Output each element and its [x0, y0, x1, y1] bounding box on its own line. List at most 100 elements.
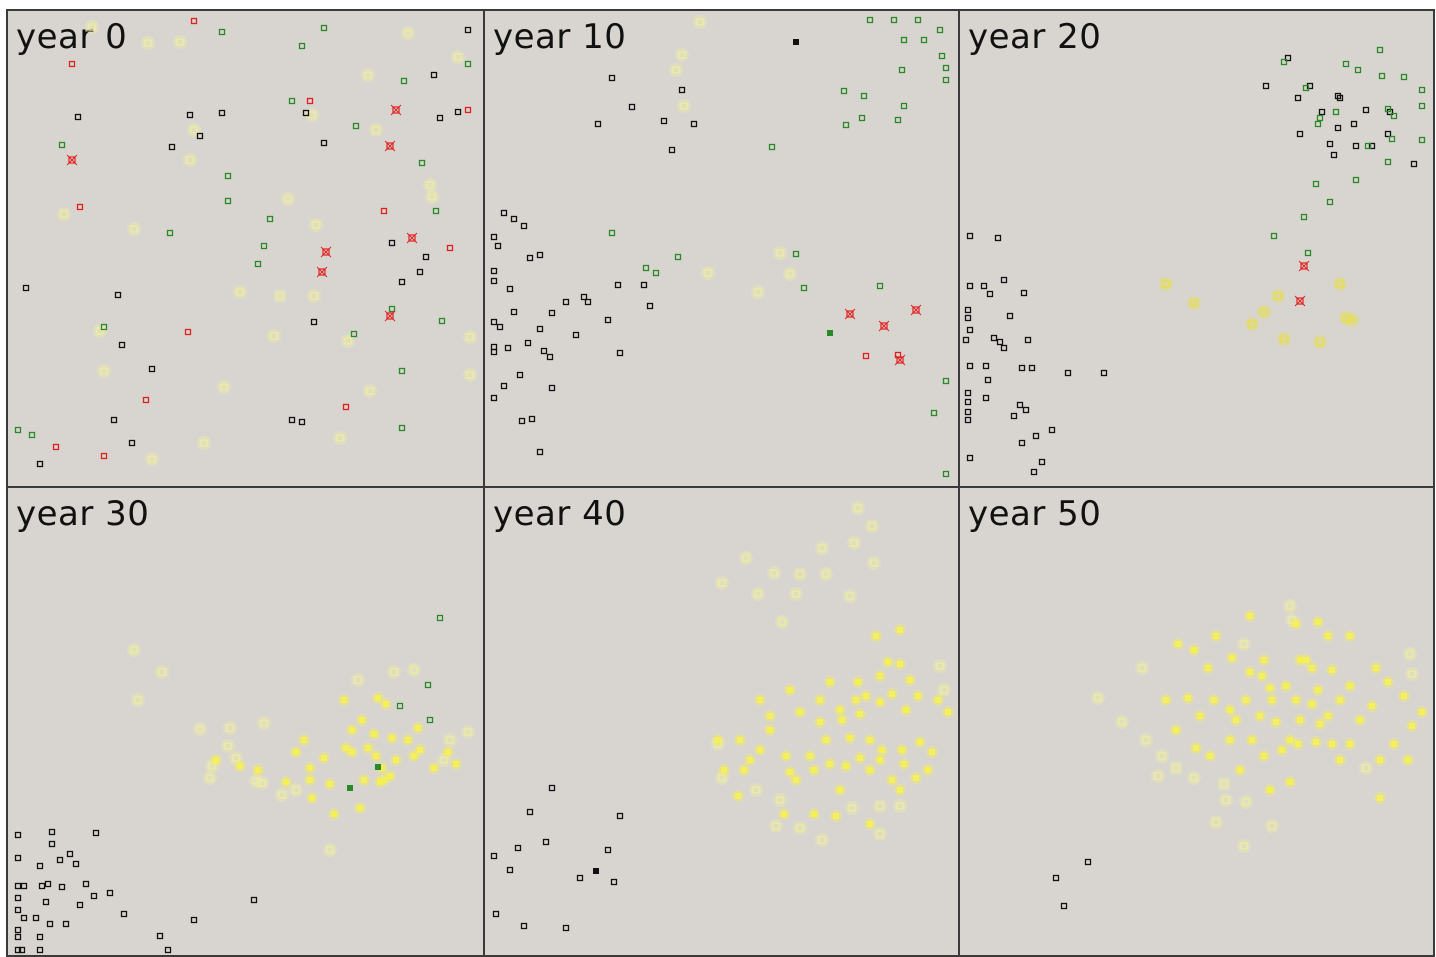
data-point: [1237, 637, 1251, 651]
data-point: [1302, 84, 1310, 92]
data-point: [1257, 305, 1271, 319]
data-point: [1345, 313, 1359, 327]
data-point: [1334, 754, 1346, 766]
data-point: [304, 774, 316, 786]
data-point: [873, 827, 887, 841]
data-point: [674, 253, 682, 261]
data-point: [873, 799, 887, 813]
panel-year-20: year 20: [958, 9, 1435, 488]
data-point: [668, 146, 676, 154]
data-point: [1224, 734, 1236, 746]
data-point: [52, 443, 60, 451]
data-point: [384, 140, 396, 152]
data-point: [608, 74, 616, 82]
data-point: [56, 856, 64, 864]
data-point: [224, 197, 232, 205]
data-point: [28, 431, 36, 439]
data-point: [1410, 160, 1418, 168]
data-point: [1384, 158, 1392, 166]
data-point: [874, 696, 886, 708]
data-point: [660, 117, 668, 125]
data-point: [298, 734, 310, 746]
data-point: [614, 281, 622, 289]
data-point: [1418, 136, 1426, 144]
data-point: [874, 670, 886, 682]
data-point: [1151, 769, 1165, 783]
data-point: [390, 104, 402, 116]
data-point: [1370, 662, 1382, 674]
data-point: [338, 694, 350, 706]
data-point: [1366, 700, 1378, 712]
data-point: [190, 916, 198, 924]
data-point: [1159, 277, 1173, 291]
data-point: [464, 60, 472, 68]
data-point: [938, 52, 946, 60]
data-point: [490, 852, 498, 860]
data-point: [234, 760, 246, 772]
data-point: [490, 343, 498, 351]
data-point: [504, 344, 512, 352]
data-point: [864, 764, 876, 776]
data-point: [1024, 336, 1032, 344]
data-point: [490, 267, 498, 275]
data-point: [604, 846, 612, 854]
data-point: [862, 352, 870, 360]
data-point: [48, 828, 56, 836]
data-point: [128, 439, 136, 447]
data-point: [775, 615, 789, 629]
data-point: [962, 336, 970, 344]
data-point: [524, 339, 532, 347]
data-point: [193, 722, 207, 736]
data-point: [250, 896, 258, 904]
data-point: [738, 764, 750, 776]
data-point: [900, 36, 908, 44]
data-point: [824, 758, 836, 770]
data-point: [1416, 706, 1428, 718]
data-point: [280, 776, 292, 788]
data-point: [1000, 276, 1008, 284]
data-point: [808, 808, 820, 820]
data-point: [20, 882, 28, 890]
data-point: [100, 452, 108, 460]
data-point: [436, 114, 444, 122]
data-point: [1300, 654, 1312, 666]
data-point: [1266, 694, 1278, 706]
data-point: [851, 501, 865, 515]
data-point: [1334, 124, 1342, 132]
data-point: [302, 109, 310, 117]
data-point: [966, 232, 974, 240]
data-point: [1084, 858, 1092, 866]
data-point: [843, 589, 857, 603]
data-point: [1234, 764, 1246, 776]
data-point: [898, 758, 910, 770]
data-point: [744, 754, 756, 766]
data-point: [168, 143, 176, 151]
data-point: [328, 808, 340, 820]
data-point: [966, 326, 974, 334]
data-point: [540, 347, 548, 355]
data-point: [390, 754, 402, 766]
data-point: [1294, 295, 1306, 307]
data-point: [1332, 108, 1340, 116]
data-point: [346, 746, 358, 758]
data-point: [490, 394, 498, 402]
data-point: [288, 416, 296, 424]
data-point: [496, 323, 504, 331]
data-point: [1202, 662, 1214, 674]
data-point: [255, 776, 269, 790]
data-point: [32, 914, 40, 922]
data-point: [580, 293, 588, 301]
data-point: [36, 946, 44, 954]
data-point: [275, 788, 289, 802]
data-point: [966, 454, 974, 462]
data-point: [1342, 60, 1350, 68]
data-point: [669, 63, 683, 77]
data-point: [878, 320, 890, 332]
data-point: [1204, 750, 1216, 762]
scatter-plot: [490, 15, 950, 478]
data-point: [1312, 616, 1324, 628]
data-point: [966, 282, 974, 290]
data-point: [562, 924, 570, 932]
data-point: [506, 866, 514, 874]
data-point: [1314, 718, 1326, 730]
